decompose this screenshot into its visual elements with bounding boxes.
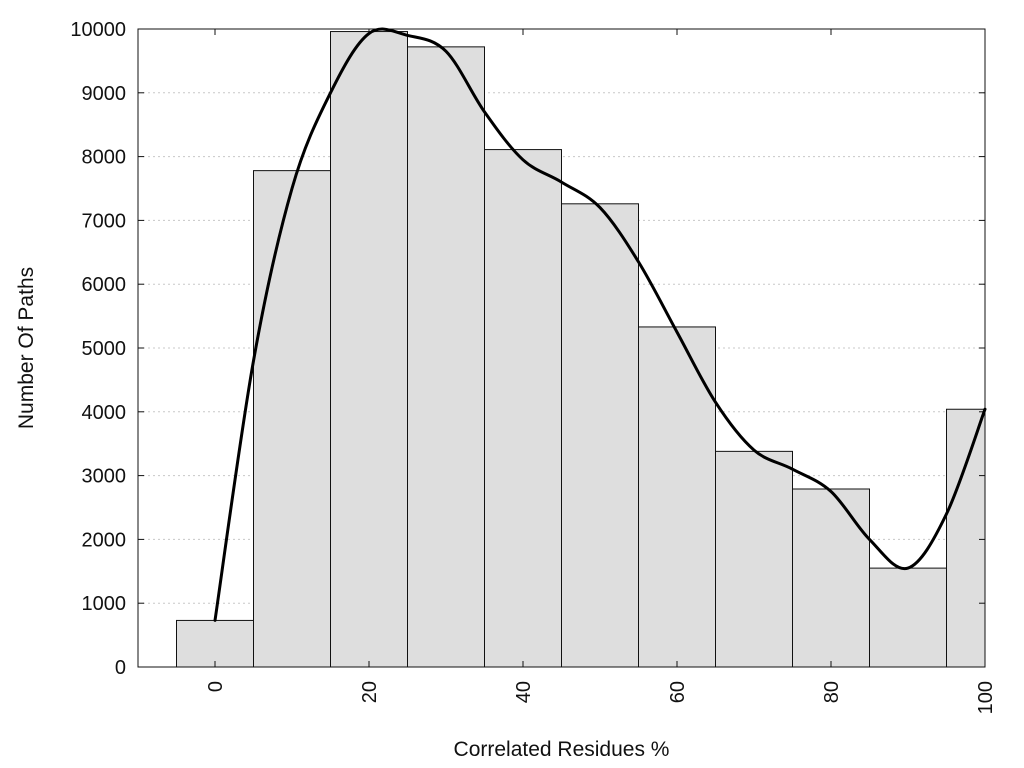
x-tick-label: 100: [975, 681, 997, 714]
y-tick-label: 5000: [82, 338, 127, 360]
bar: [330, 31, 408, 668]
bar: [715, 450, 793, 668]
bar: [407, 46, 485, 668]
y-tick-label: 3000: [82, 466, 127, 488]
y-tick-label: 0: [115, 657, 126, 679]
y-tick-label: 1000: [82, 593, 127, 615]
y-tick-label: 8000: [82, 147, 127, 169]
x-tick-label: 20: [359, 681, 381, 703]
bar: [792, 488, 870, 668]
y-tick-label: 4000: [82, 402, 127, 424]
bar: [946, 408, 986, 668]
y-tick-label: 9000: [82, 83, 127, 105]
bar: [638, 326, 716, 668]
y-axis-label: Number Of Paths: [15, 267, 38, 429]
y-tick-label: 7000: [82, 210, 127, 232]
bar: [869, 567, 947, 668]
bar: [253, 170, 331, 668]
y-tick-label: 2000: [82, 529, 127, 551]
x-tick-label: 0: [205, 681, 227, 692]
bars: [176, 31, 986, 668]
x-tick-label: 80: [821, 681, 843, 703]
x-axis-label: Correlated Residues %: [454, 738, 670, 761]
bar: [176, 619, 254, 668]
axis-ticks: 0100020003000400050006000700080009000100…: [70, 19, 997, 714]
x-tick-label: 60: [667, 681, 689, 703]
bar: [484, 149, 562, 668]
bar: [561, 203, 639, 668]
y-tick-label: 10000: [70, 19, 126, 41]
trend-line: [213, 27, 987, 622]
y-tick-label: 6000: [82, 274, 127, 296]
x-tick-label: 40: [513, 681, 535, 703]
